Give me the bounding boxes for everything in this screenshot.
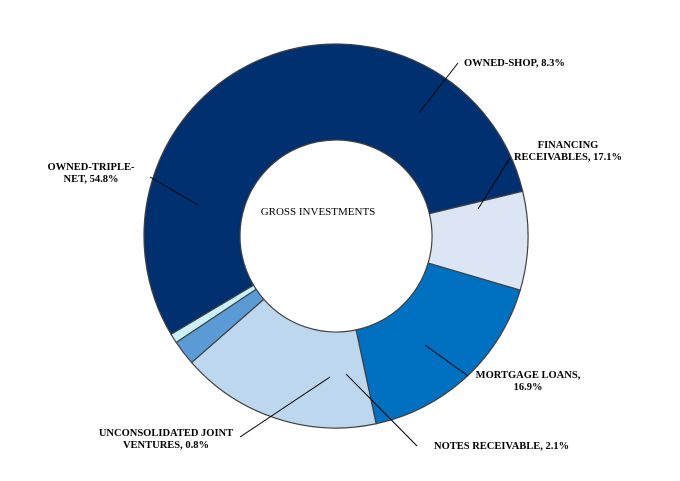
slice-data-label: FINANCING [538, 140, 599, 151]
donut-slice [355, 262, 521, 425]
slice-data-label: OWNED-TRIPLE- [48, 162, 135, 173]
leader-line [345, 373, 418, 447]
donut-slice [190, 298, 377, 429]
donut-slice [143, 43, 524, 336]
leader-line [477, 157, 511, 210]
slice-data-label: UNCONSOLIDATED JOINT [99, 428, 233, 439]
leader-line [418, 62, 459, 114]
slice-data-label: MORTGAGE LOANS, [476, 370, 581, 381]
leader-line [149, 176, 199, 206]
slice-data-label: OWNED-SHOP, 8.3% [464, 58, 565, 69]
leader-lines-group [149, 62, 511, 447]
slice-data-label: VENTURES, 0.8% [123, 440, 209, 451]
slice-data-label: 16.9% [514, 382, 543, 393]
leader-line [424, 344, 469, 377]
slice-data-label: RECEIVABLES, 17.1% [514, 152, 622, 163]
center-label: GROSS INVESTMENTS [261, 206, 376, 218]
slices-group [143, 43, 529, 429]
slice-data-label: NET, 54.8% [64, 174, 119, 185]
slice-data-label: NOTES RECEIVABLE, 2.1% [434, 441, 569, 452]
leader-line [239, 376, 331, 438]
